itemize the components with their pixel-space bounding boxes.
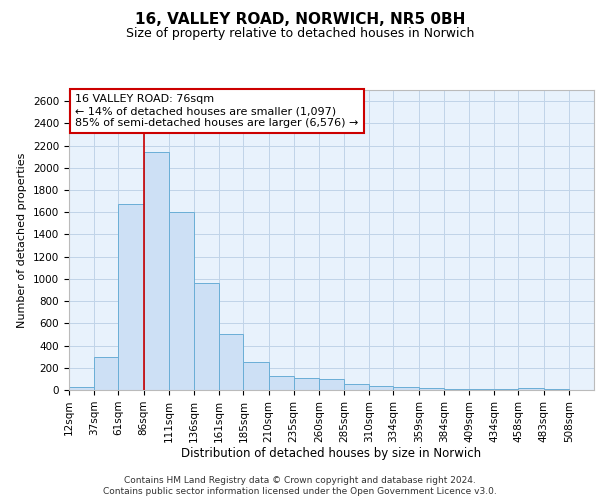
X-axis label: Distribution of detached houses by size in Norwich: Distribution of detached houses by size … — [181, 448, 482, 460]
Bar — [294, 378, 319, 390]
Bar — [244, 362, 269, 390]
Bar — [169, 212, 194, 390]
Bar — [194, 284, 219, 390]
Bar — [69, 387, 94, 390]
Bar — [544, 389, 569, 390]
Bar — [394, 387, 419, 390]
Bar — [518, 388, 544, 390]
Y-axis label: Number of detached properties: Number of detached properties — [17, 152, 28, 328]
Text: Contains public sector information licensed under the Open Government Licence v3: Contains public sector information licen… — [103, 488, 497, 496]
Text: Size of property relative to detached houses in Norwich: Size of property relative to detached ho… — [126, 28, 474, 40]
Bar — [118, 204, 143, 390]
Bar — [143, 152, 169, 390]
Text: Contains HM Land Registry data © Crown copyright and database right 2024.: Contains HM Land Registry data © Crown c… — [124, 476, 476, 485]
Bar — [269, 376, 294, 390]
Bar — [94, 357, 118, 390]
Bar — [419, 388, 444, 390]
Bar — [219, 334, 244, 390]
Bar — [344, 384, 369, 390]
Bar — [444, 389, 469, 390]
Bar — [369, 386, 394, 390]
Text: 16, VALLEY ROAD, NORWICH, NR5 0BH: 16, VALLEY ROAD, NORWICH, NR5 0BH — [135, 12, 465, 28]
Bar — [319, 380, 344, 390]
Text: 16 VALLEY ROAD: 76sqm
← 14% of detached houses are smaller (1,097)
85% of semi-d: 16 VALLEY ROAD: 76sqm ← 14% of detached … — [76, 94, 359, 128]
